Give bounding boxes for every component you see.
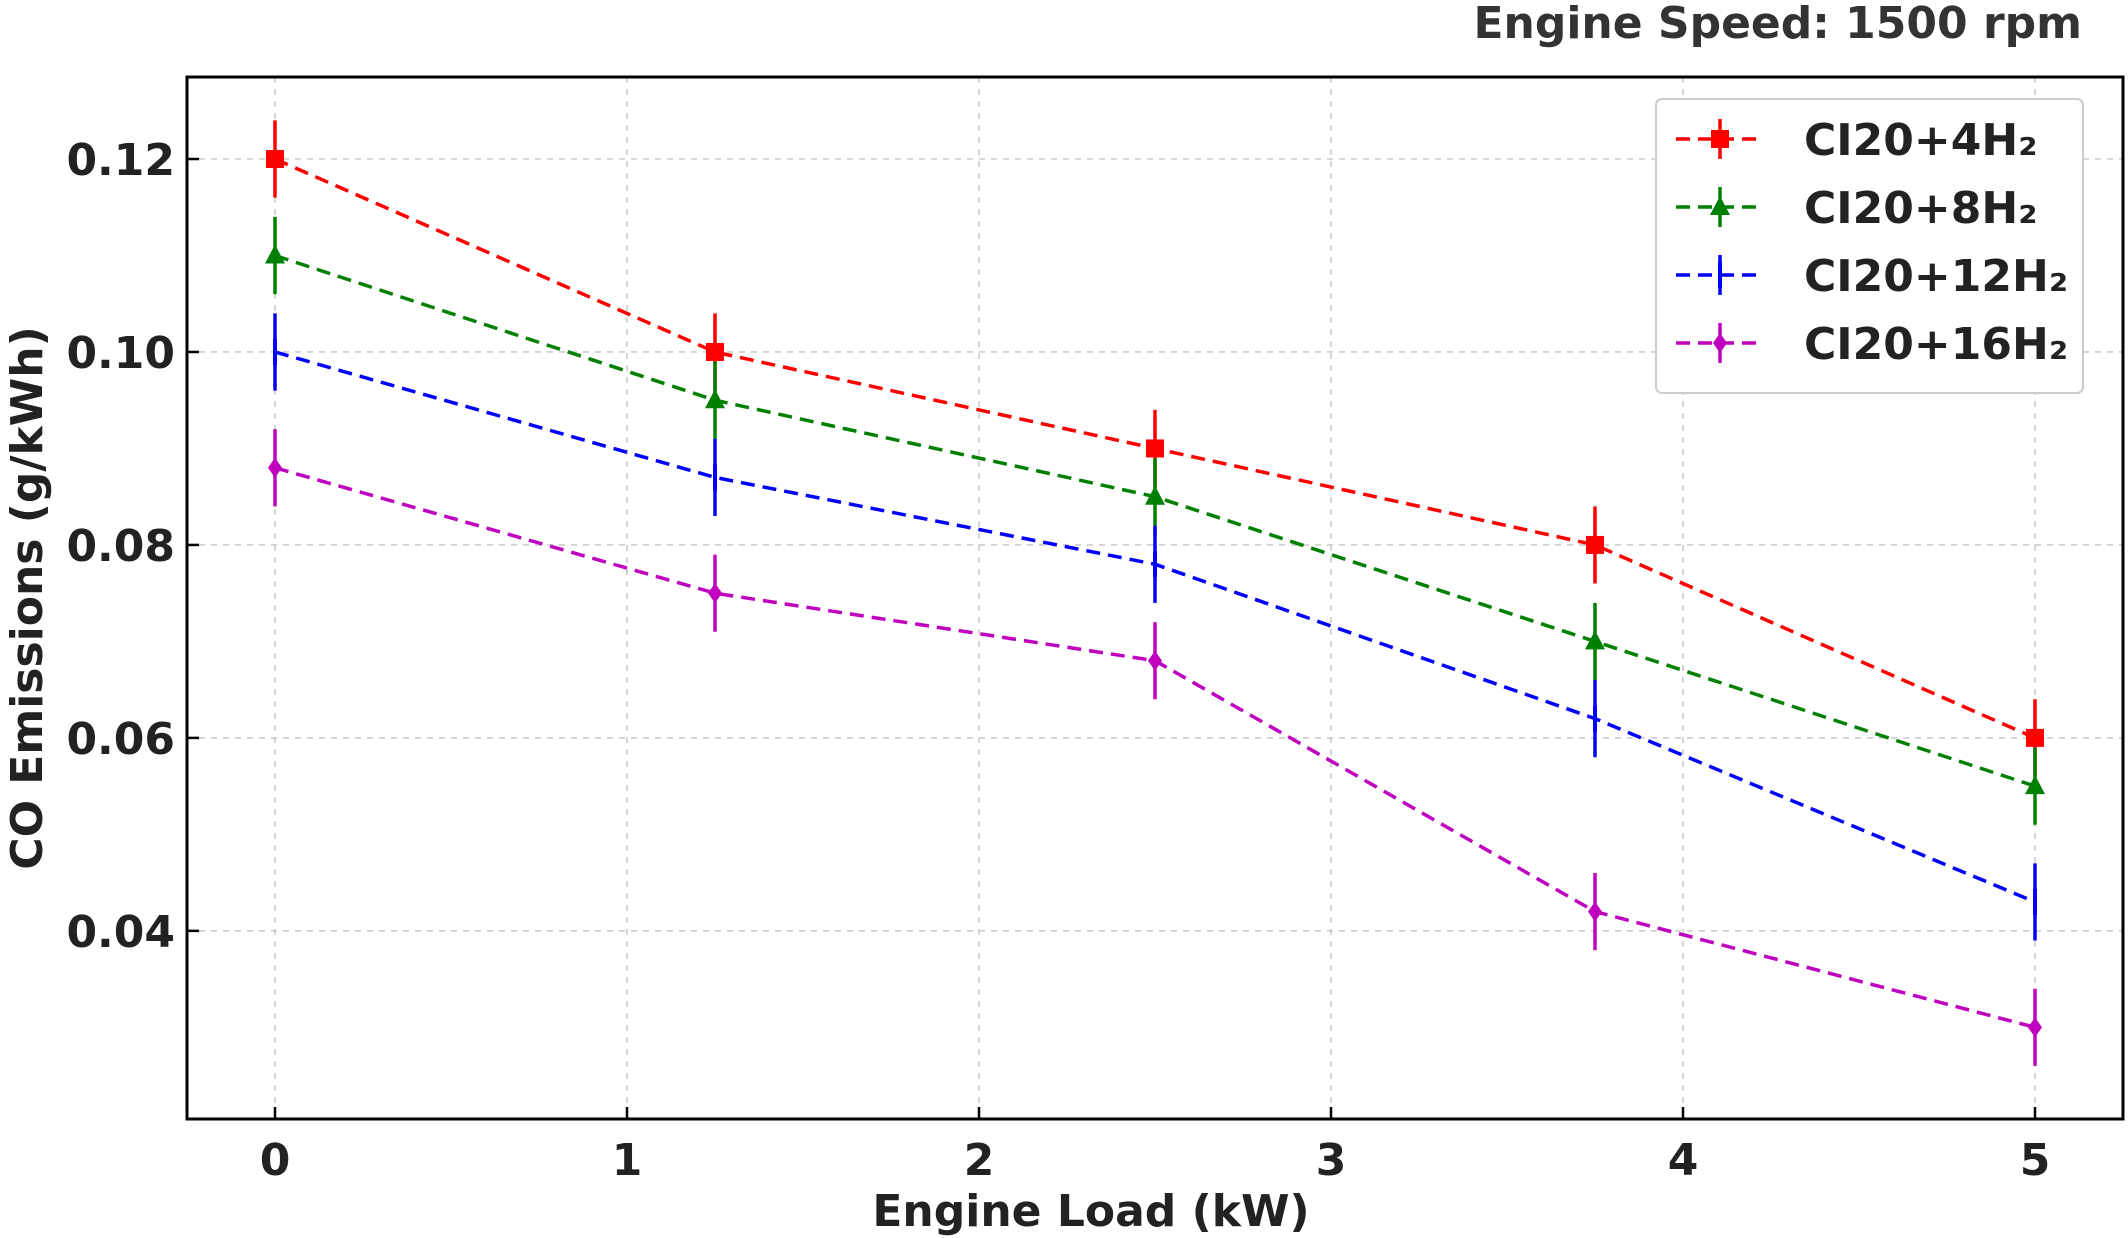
data-point [2025, 775, 2045, 795]
data-point [265, 244, 285, 264]
data-point [1146, 439, 1164, 458]
series-CI20+12H₂ [273, 313, 2037, 941]
engine-speed-annotation: Engine Speed: 1500 rpm [1473, 0, 2082, 49]
legend-box [1655, 98, 2084, 394]
legend-item: CI20+16H₂ [1676, 319, 2068, 370]
x-tick-label: 1 [612, 1135, 643, 1186]
legend-marker [1713, 333, 1727, 353]
data-point [2026, 728, 2044, 747]
series-layer [265, 120, 2045, 1066]
data-point [706, 342, 724, 361]
x-tick-label: 3 [1316, 1135, 1347, 1186]
legend-item: CI20+8H₂ [1676, 183, 2037, 234]
series-CI20+8H₂ [265, 216, 2045, 825]
legend-marker [1710, 196, 1730, 215]
data-point [708, 583, 722, 604]
data-point [266, 150, 284, 169]
series-CI20+16H₂ [268, 429, 2042, 1066]
x-tick-label: 0 [260, 1135, 291, 1186]
y-axis-ticks: 0.04 0.06 0.08 0.10 0.12 [66, 135, 199, 958]
y-tick-label: 0.12 [66, 135, 175, 186]
y-axis-title: CO Emissions (g/kWh) [2, 326, 53, 869]
x-axis-title: Engine Load (kW) [872, 1186, 1309, 1237]
series-CI20+4H₂ [266, 120, 2044, 777]
data-point [2028, 1017, 2042, 1038]
data-point [1588, 901, 1602, 922]
legend: CI20+4H₂ CI20+8H₂ CI20+12H₂ CI20+16H₂ [1655, 98, 2084, 394]
data-point [268, 457, 282, 478]
data-point [1148, 650, 1162, 671]
y-tick-label: 0.08 [66, 521, 175, 572]
x-tick-label: 5 [2020, 1135, 2051, 1186]
legend-label: CI20+8H₂ [1804, 183, 2037, 234]
legend-item: CI20+4H₂ [1676, 115, 2037, 166]
legend-marker [1711, 130, 1729, 148]
y-tick-label: 0.04 [66, 907, 175, 958]
x-axis-ticks: 0 1 2 3 4 5 [260, 1107, 2051, 1186]
legend-label: CI20+4H₂ [1804, 115, 2037, 166]
y-tick-label: 0.10 [66, 328, 175, 379]
data-point [1585, 630, 1605, 650]
data-point [1586, 535, 1604, 554]
legend-label: CI20+12H₂ [1804, 251, 2068, 302]
x-tick-label: 2 [964, 1135, 995, 1186]
legend-label: CI20+16H₂ [1804, 319, 2068, 370]
plot-frame [185, 75, 2125, 1121]
y-tick-label: 0.06 [66, 714, 175, 765]
data-point [1145, 485, 1165, 505]
legend-item: CI20+12H₂ [1676, 251, 2068, 302]
data-point [705, 389, 725, 409]
x-tick-label: 4 [1668, 1135, 1699, 1186]
